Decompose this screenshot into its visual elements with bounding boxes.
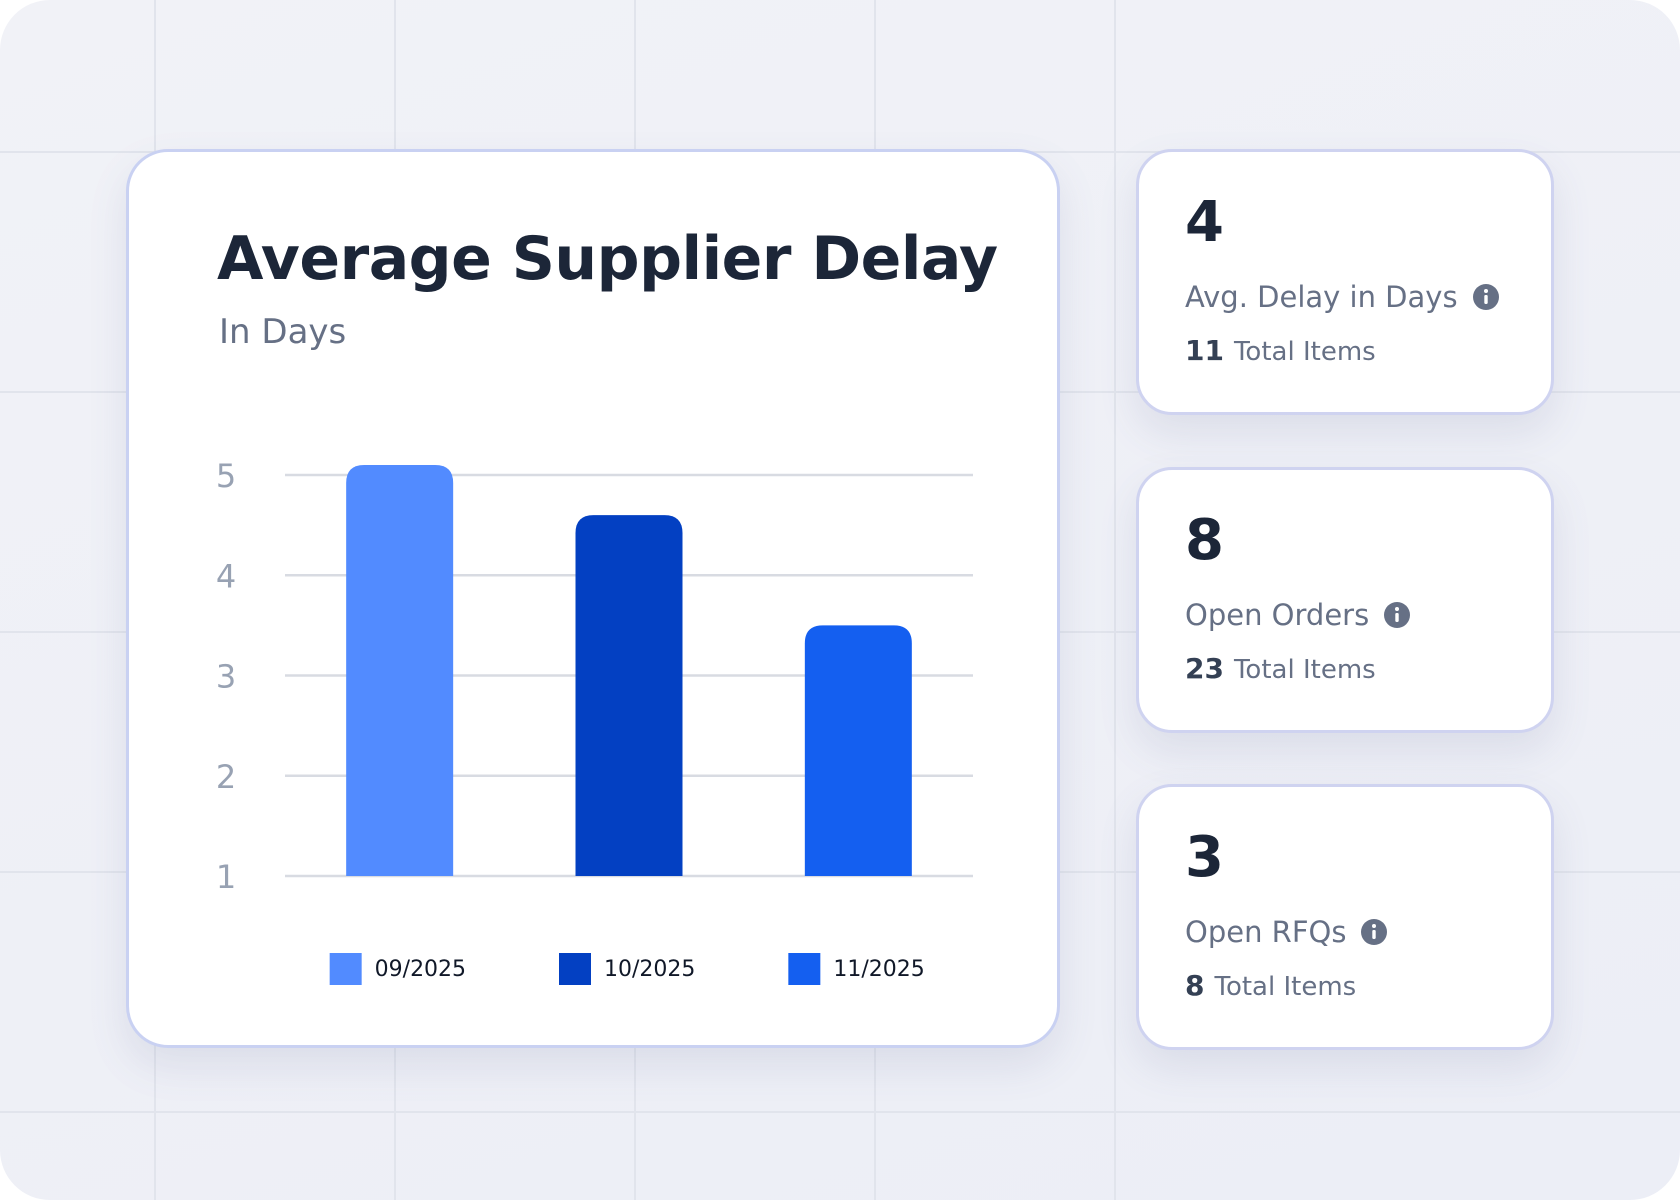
stat-count-number: 11: [1185, 334, 1224, 367]
stat-count: 11 Total Items: [1185, 334, 1376, 367]
stat-value: 8: [1185, 508, 1224, 573]
stat-card: 3 Open RFQs 8 Total Items: [1136, 784, 1554, 1050]
chart-subtitle: In Days: [219, 312, 347, 352]
chart-title: Average Supplier Delay: [217, 224, 998, 294]
stat-label-text: Open Orders: [1185, 598, 1370, 632]
stat-value: 3: [1185, 825, 1224, 890]
stat-label-text: Open RFQs: [1185, 915, 1347, 949]
stat-count: 23 Total Items: [1185, 652, 1376, 685]
chart-card: Average Supplier Delay In Days: [126, 149, 1060, 1048]
stat-card: 8 Open Orders 23 Total Items: [1136, 467, 1554, 733]
stat-card: 4 Avg. Delay in Days 11 Total Items: [1136, 149, 1554, 415]
stat-label-text: Avg. Delay in Days: [1185, 280, 1458, 314]
stat-count-label: Total Items: [1214, 972, 1357, 1002]
info-icon[interactable]: [1360, 918, 1388, 946]
stat-count: 8 Total Items: [1185, 969, 1356, 1002]
stat-value: 4: [1185, 190, 1224, 255]
info-icon[interactable]: [1472, 283, 1500, 311]
stat-count-label: Total Items: [1233, 655, 1376, 685]
stat-count-number: 8: [1185, 969, 1205, 1002]
stat-label: Open RFQs: [1185, 915, 1388, 949]
stat-label: Open Orders: [1185, 598, 1411, 632]
stat-label: Avg. Delay in Days: [1185, 280, 1500, 314]
stat-count-label: Total Items: [1233, 337, 1376, 367]
stat-count-number: 23: [1185, 652, 1224, 685]
info-icon[interactable]: [1383, 601, 1411, 629]
